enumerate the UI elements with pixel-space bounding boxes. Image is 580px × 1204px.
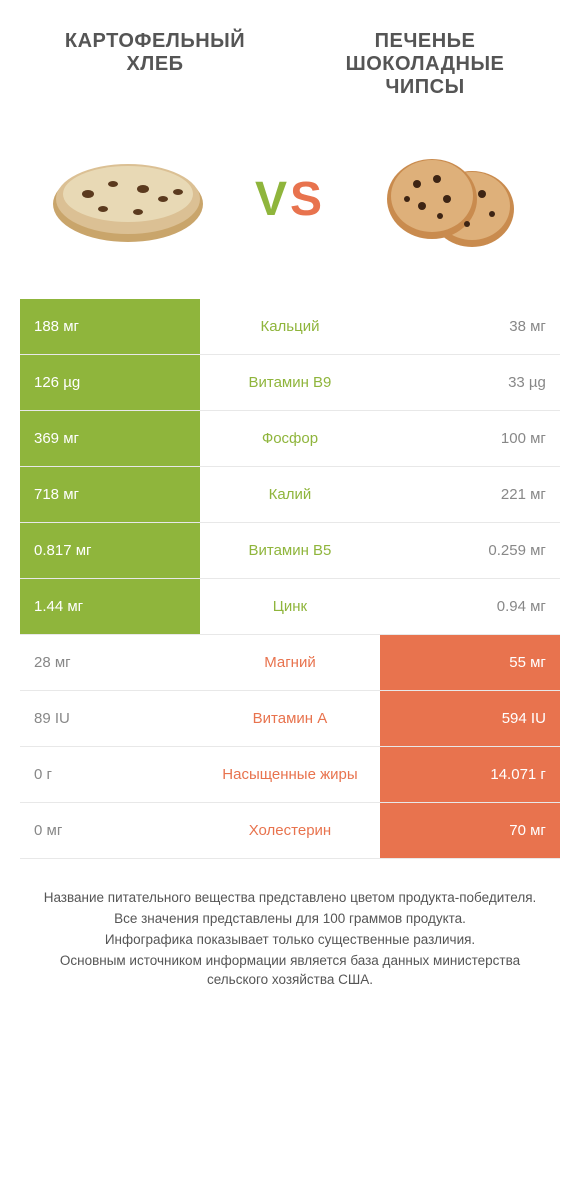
cell-left-value: 89 IU bbox=[20, 691, 200, 746]
comparison-table: 188 мгКальций38 мг126 µgВитамин B933 µg3… bbox=[0, 299, 580, 859]
cell-right-value: 14.071 г bbox=[380, 747, 560, 802]
table-row: 1.44 мгЦинк0.94 мг bbox=[20, 579, 560, 635]
cell-right-value: 0.94 мг bbox=[380, 579, 560, 634]
cell-left-value: 1.44 мг bbox=[20, 579, 200, 634]
cell-right-value: 221 мг bbox=[380, 467, 560, 522]
cell-left-value: 188 мг bbox=[20, 299, 200, 354]
table-row: 0 мгХолестерин70 мг bbox=[20, 803, 560, 859]
cell-right-value: 100 мг bbox=[380, 411, 560, 466]
cell-nutrient-label: Кальций bbox=[200, 299, 380, 354]
cell-left-value: 126 µg bbox=[20, 355, 200, 410]
cell-nutrient-label: Цинк bbox=[200, 579, 380, 634]
bread-image bbox=[38, 124, 218, 274]
title-right: ПЕЧЕНЬЕ ШОКОЛАДНЫЕ ЧИПСЫ bbox=[304, 30, 547, 99]
images-row: VS bbox=[0, 109, 580, 299]
footer-notes: Название питательного вещества представл… bbox=[0, 859, 580, 1011]
vs-label: VS bbox=[255, 172, 325, 227]
table-row: 369 мгФосфор100 мг bbox=[20, 411, 560, 467]
cell-left-value: 0 г bbox=[20, 747, 200, 802]
table-row: 718 мгКалий221 мг bbox=[20, 467, 560, 523]
table-row: 28 мгМагний55 мг bbox=[20, 635, 560, 691]
footer-line: Основным источником информации является … bbox=[30, 952, 550, 990]
footer-line: Все значения представлены для 100 граммо… bbox=[30, 910, 550, 929]
cell-right-value: 38 мг bbox=[380, 299, 560, 354]
table-row: 0 гНасыщенные жиры14.071 г bbox=[20, 747, 560, 803]
cell-nutrient-label: Магний bbox=[200, 635, 380, 690]
cell-nutrient-label: Витамин B9 bbox=[200, 355, 380, 410]
cell-right-value: 33 µg bbox=[380, 355, 560, 410]
cell-nutrient-label: Фосфор bbox=[200, 411, 380, 466]
cell-nutrient-label: Калий bbox=[200, 467, 380, 522]
vs-v: V bbox=[255, 173, 290, 226]
table-row: 89 IUВитамин A594 IU bbox=[20, 691, 560, 747]
footer-line: Инфографика показывает только существенн… bbox=[30, 931, 550, 950]
cell-right-value: 594 IU bbox=[380, 691, 560, 746]
table-row: 0.817 мгВитамин B50.259 мг bbox=[20, 523, 560, 579]
cell-left-value: 0.817 мг bbox=[20, 523, 200, 578]
table-row: 126 µgВитамин B933 µg bbox=[20, 355, 560, 411]
footer-line: Название питательного вещества представл… bbox=[30, 889, 550, 908]
table-row: 188 мгКальций38 мг bbox=[20, 299, 560, 355]
cell-left-value: 0 мг bbox=[20, 803, 200, 858]
cell-left-value: 28 мг bbox=[20, 635, 200, 690]
cell-nutrient-label: Витамин B5 bbox=[200, 523, 380, 578]
vs-s: S bbox=[290, 173, 325, 226]
cell-right-value: 55 мг bbox=[380, 635, 560, 690]
title-left: КАРТОФЕЛЬНЫЙ ХЛЕБ bbox=[34, 30, 277, 99]
cell-right-value: 0.259 мг bbox=[380, 523, 560, 578]
cell-nutrient-label: Насыщенные жиры bbox=[200, 747, 380, 802]
cell-nutrient-label: Витамин A bbox=[200, 691, 380, 746]
cell-left-value: 369 мг bbox=[20, 411, 200, 466]
cell-right-value: 70 мг bbox=[380, 803, 560, 858]
cell-left-value: 718 мг bbox=[20, 467, 200, 522]
cell-nutrient-label: Холестерин bbox=[200, 803, 380, 858]
header: КАРТОФЕЛЬНЫЙ ХЛЕБ ПЕЧЕНЬЕ ШОКОЛАДНЫЕ ЧИП… bbox=[0, 0, 580, 109]
cookie-image bbox=[362, 124, 542, 274]
